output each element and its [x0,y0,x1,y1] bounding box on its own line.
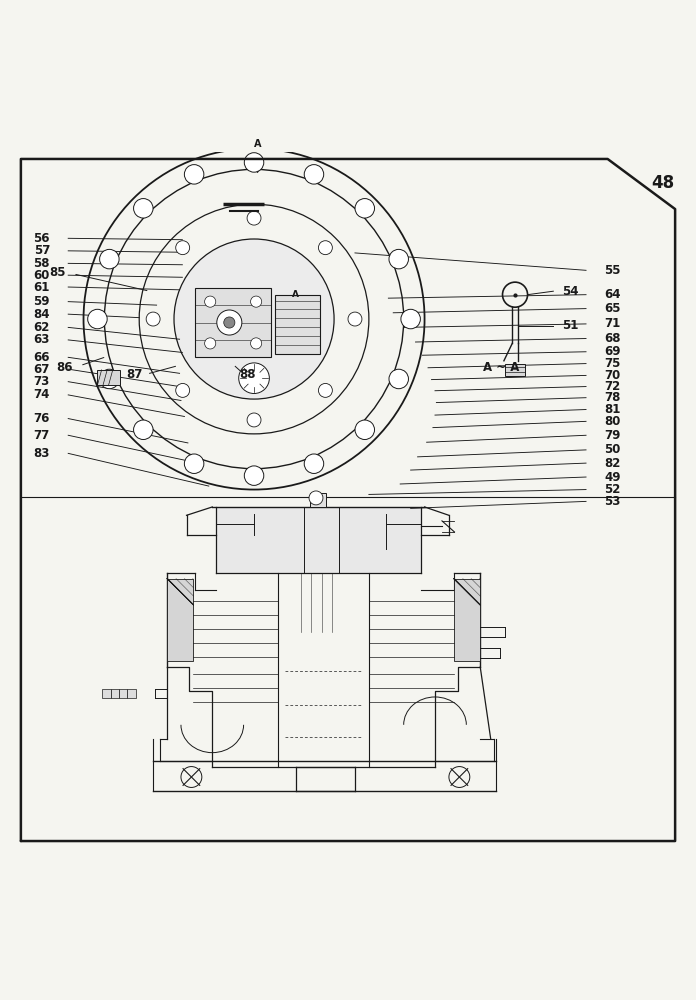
Text: 55: 55 [604,264,621,277]
Circle shape [175,383,189,397]
Bar [505,364,525,376]
Text: 84: 84 [33,308,50,321]
Text: 58: 58 [33,257,50,270]
Text: 67: 67 [33,363,50,376]
Bar [111,689,119,698]
Bar [195,288,271,357]
Circle shape [146,312,160,326]
Circle shape [100,249,119,269]
Circle shape [100,369,119,389]
Text: 64: 64 [604,288,621,301]
Circle shape [251,338,262,349]
Text: 68: 68 [604,332,621,345]
Text: 54: 54 [562,285,579,298]
Circle shape [355,199,374,218]
Circle shape [244,153,264,172]
Text: 63: 63 [33,333,50,346]
Circle shape [304,165,324,184]
Text: 51: 51 [562,319,579,332]
Text: 82: 82 [604,457,621,470]
Circle shape [205,296,216,307]
Circle shape [247,211,261,225]
Bar [119,689,127,698]
Circle shape [244,466,264,485]
Circle shape [251,296,262,307]
Text: 87: 87 [126,368,143,381]
Text: 73: 73 [33,375,50,388]
Text: 72: 72 [604,380,621,393]
Text: 59: 59 [33,295,50,308]
Circle shape [309,491,323,505]
Circle shape [401,309,420,329]
Circle shape [205,338,216,349]
Circle shape [304,454,324,473]
Text: A ~ A: A ~ A [483,361,519,374]
Bar [127,689,136,698]
Circle shape [134,420,153,440]
Text: 48: 48 [651,174,674,192]
Circle shape [355,420,374,440]
Bar [167,579,193,661]
Bar [102,689,111,698]
Bar [310,493,326,507]
Text: 69: 69 [604,345,621,358]
Circle shape [175,241,189,255]
Text: 75: 75 [604,357,621,370]
Text: 74: 74 [33,388,50,401]
Text: 56: 56 [33,232,50,245]
Text: 70: 70 [604,369,621,382]
Bar [216,507,421,573]
Circle shape [174,239,334,399]
Circle shape [389,369,409,389]
Text: A: A [292,290,299,299]
Text: 88: 88 [239,368,255,381]
Circle shape [184,454,204,473]
Text: 50: 50 [604,443,621,456]
Text: 77: 77 [33,429,50,442]
Bar [275,295,320,354]
Circle shape [184,165,204,184]
Text: 85: 85 [49,266,66,279]
Circle shape [88,309,107,329]
Text: 71: 71 [604,317,621,330]
Text: 57: 57 [33,244,50,257]
Text: 76: 76 [33,412,50,425]
Circle shape [247,413,261,427]
Circle shape [223,317,235,328]
Text: 86: 86 [56,361,72,374]
Circle shape [319,241,333,255]
Circle shape [216,310,242,335]
Text: 81: 81 [604,403,621,416]
Circle shape [239,363,269,394]
Circle shape [348,312,362,326]
Text: 65: 65 [604,302,621,315]
Text: 66: 66 [33,351,50,364]
Text: 53: 53 [604,495,621,508]
Text: 60: 60 [33,269,50,282]
Text: 52: 52 [604,483,621,496]
Circle shape [389,249,409,269]
Text: A: A [254,139,261,149]
Text: 79: 79 [604,429,621,442]
Bar [97,370,120,385]
Text: 78: 78 [604,391,621,404]
Text: 80: 80 [604,415,621,428]
Bar [454,579,480,661]
Circle shape [134,199,153,218]
Text: 83: 83 [33,447,50,460]
Text: 61: 61 [33,281,50,294]
Text: 62: 62 [33,321,50,334]
Text: 49: 49 [604,471,621,484]
Circle shape [319,383,333,397]
